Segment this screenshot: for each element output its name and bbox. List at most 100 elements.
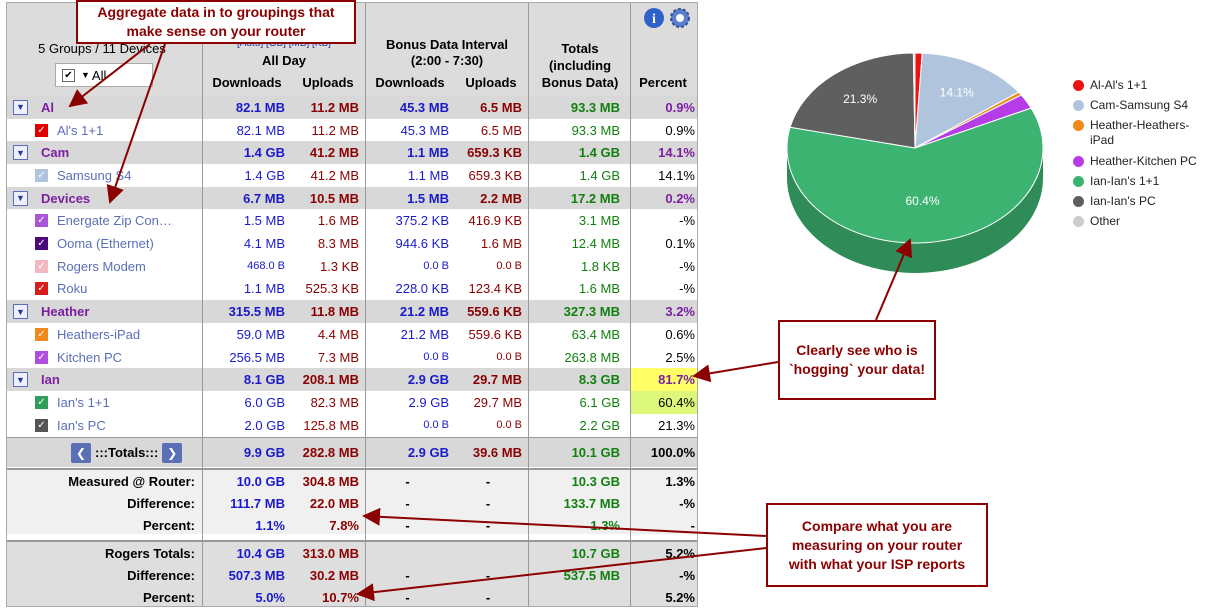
device-checkbox[interactable]: ✓: [35, 350, 48, 364]
group-row[interactable]: ▼ Ian 8.1 GB 208.1 MB 2.9 GB 29.7 MB 8.3 GB 81.…: [7, 368, 697, 392]
cell-dl: 1.1 MB: [243, 281, 285, 297]
device-checkbox[interactable]: ✓: [35, 259, 48, 273]
legend-swatch: [1073, 176, 1084, 187]
groups-summary: 5 Groups / 11 Devices: [38, 40, 166, 56]
group-name[interactable]: Heather: [41, 304, 90, 320]
cell-ul: 82.3 MB: [310, 394, 359, 410]
device-checkbox[interactable]: ✓: [35, 327, 48, 341]
cell-dl: 6.0 GB: [244, 394, 285, 410]
collapse-toggle-icon[interactable]: ▼: [13, 190, 28, 206]
device-row[interactable]: ✓ Samsung S4 1.4 GB 41.2 MB 1.1 MB 659.3 KB 1.…: [7, 164, 697, 187]
legend-item[interactable]: Heather-Heathers-iPad: [1073, 118, 1210, 148]
row-label: Difference:: [127, 567, 195, 583]
row-label: Percent:: [142, 589, 195, 605]
device-row[interactable]: ✓ Rogers Modem 468.0 B 1.3 KB 0.0 B 0.0 B 1.8 …: [7, 254, 697, 278]
cell-pct: -%: [679, 567, 695, 583]
cell-ul: 22.0 MB: [309, 495, 359, 511]
device-name[interactable]: Samsung S4: [57, 167, 132, 183]
group-name[interactable]: Cam: [41, 145, 70, 161]
device-checkbox[interactable]: ✓: [35, 237, 48, 251]
isp-row: Difference: 507.3 MB 30.2 MB - - 537.5 MB -%: [7, 564, 697, 586]
device-checkbox[interactable]: ✓: [35, 395, 48, 409]
bonus-range: (2:00 - 7:30): [410, 52, 484, 68]
device-checkbox[interactable]: ✓: [35, 168, 48, 182]
row-label: Measured @ Router:: [68, 473, 195, 489]
legend-item[interactable]: Other: [1073, 214, 1210, 229]
cell-pct: 0.2%: [665, 190, 695, 206]
cell-dl: 59.0 MB: [236, 326, 285, 342]
cell-dl: 2.0 GB: [244, 417, 285, 433]
cell-bul: 0.0 B: [496, 419, 522, 432]
prev-day-button[interactable]: ❮: [71, 442, 91, 463]
legend-item[interactable]: Al-Al's 1+1: [1073, 78, 1210, 93]
cell-bul: 29.7 MB: [472, 372, 522, 388]
group-row[interactable]: ▼ Al 82.1 MB 11.2 MB 45.3 MB 6.5 MB 93.3 MB 0.9…: [7, 96, 697, 119]
device-checkbox[interactable]: ✓: [35, 282, 48, 296]
cell-ul: 304.8 MB: [302, 473, 359, 489]
device-checkbox[interactable]: ✓: [35, 418, 48, 432]
info-icon[interactable]: i: [643, 7, 665, 29]
device-row[interactable]: ✓ Ian's 1+1 6.0 GB 82.3 MB 2.9 GB 29.7 MB 6.1 …: [7, 391, 697, 414]
collapse-toggle-icon[interactable]: ▼: [13, 99, 28, 115]
group-filter-select[interactable]: ✔ ▼ All: [55, 63, 153, 87]
device-name[interactable]: Ooma (Ethernet): [57, 236, 154, 252]
settings-gear-icon[interactable]: [669, 7, 691, 29]
device-row[interactable]: ✓ Ooma (Ethernet) 4.1 MB 8.3 MB 944.6 KB 1.6 …: [7, 232, 697, 255]
device-row[interactable]: ✓ Heathers-iPad 59.0 MB 4.4 MB 21.2 MB 559.6 …: [7, 323, 697, 346]
device-checkbox[interactable]: ✓: [35, 214, 48, 228]
collapse-toggle-icon[interactable]: ▼: [13, 372, 28, 388]
device-row[interactable]: ✓ Roku 1.1 MB 525.3 KB 228.0 KB 123.4 KB 1.6 M…: [7, 277, 697, 301]
group-name[interactable]: Al: [41, 99, 54, 115]
cell-bdl: -: [405, 517, 410, 533]
cell-dl: 1.1%: [255, 517, 285, 533]
device-row[interactable]: ✓ Ian's PC 2.0 GB 125.8 MB 0.0 B 0.0 B 2.2 GB 2…: [7, 413, 697, 437]
device-name[interactable]: Rogers Modem: [57, 258, 146, 274]
device-name[interactable]: Kitchen PC: [57, 349, 123, 365]
cell-ul: 282.8 MB: [302, 445, 359, 460]
device-name[interactable]: Al's 1+1: [57, 122, 104, 138]
cell-tot: 1.8 KB: [580, 258, 620, 274]
cell-bdl: -: [405, 495, 410, 511]
cell-dl: 256.5 MB: [229, 349, 285, 365]
legend-item[interactable]: Cam-Samsung S4: [1073, 98, 1210, 113]
cell-tot: 1.4 GB: [579, 167, 620, 183]
collapse-toggle-icon[interactable]: ▼: [13, 145, 28, 161]
select-all-checkbox[interactable]: ✔: [62, 68, 75, 82]
legend-label: Al-Al's 1+1: [1090, 78, 1148, 92]
legend-swatch: [1073, 100, 1084, 111]
legend-item[interactable]: Ian-Ian's PC: [1073, 194, 1210, 209]
collapse-toggle-icon[interactable]: ▼: [13, 304, 28, 320]
cell-pct: 14.1%: [658, 145, 695, 161]
device-row[interactable]: ✓ Energate Zip Con… 1.5 MB 1.6 MB 375.2 KB 41…: [7, 209, 697, 233]
device-name[interactable]: Ian's PC: [57, 417, 106, 433]
cell-dl: 111.7 MB: [230, 495, 285, 511]
group-row[interactable]: ▼ Cam 1.4 GB 41.2 MB 1.1 MB 659.3 KB 1.4 GB 14.…: [7, 141, 697, 165]
group-name[interactable]: Ian: [41, 372, 60, 388]
cell-bul: -: [485, 567, 491, 583]
legend-item[interactable]: Heather-Kitchen PC: [1073, 154, 1210, 169]
cell-tot: 6.1 GB: [579, 394, 620, 410]
device-name[interactable]: Heathers-iPad: [57, 326, 141, 342]
cell-bdl: 1.1 MB: [407, 167, 449, 183]
device-name[interactable]: Roku: [57, 281, 88, 297]
group-row[interactable]: ▼ Devices 6.7 MB 10.5 MB 1.5 MB 2.2 MB 17.2 MB…: [7, 186, 697, 210]
device-name[interactable]: Energate Zip Con…: [57, 213, 172, 229]
device-row[interactable]: ✓ Al's 1+1 82.1 MB 11.2 MB 45.3 MB 6.5 MB 93.3…: [7, 118, 697, 142]
group-row[interactable]: ▼ Heather 315.5 MB 11.8 MB 21.2 MB 559.6 KB 32…: [7, 300, 697, 323]
cell-dl: 1.4 GB: [244, 167, 285, 183]
next-day-button[interactable]: ❯: [162, 442, 183, 463]
cell-tot: 263.8 MB: [564, 349, 620, 365]
cell-dl: 5.0%: [255, 589, 285, 605]
cell-pct: -%: [679, 281, 695, 297]
device-name[interactable]: Ian's 1+1: [57, 394, 110, 410]
device-row[interactable]: ✓ Kitchen PC 256.5 MB 7.3 MB 0.0 B 0.0 B 263.8…: [7, 345, 697, 369]
cell-dl: 6.7 MB: [243, 190, 285, 206]
cell-pct: -%: [679, 258, 695, 274]
legend-item[interactable]: Ian-Ian's 1+1: [1073, 174, 1210, 189]
bonus-heading: Bonus Data Interval: [385, 36, 509, 52]
cell-ul: 10.5 MB: [309, 190, 359, 206]
device-checkbox[interactable]: ✓: [35, 123, 48, 137]
cell-bul: 659.3 KB: [467, 145, 522, 161]
group-name[interactable]: Devices: [41, 190, 91, 206]
cell-pct: 14.1%: [658, 167, 695, 183]
